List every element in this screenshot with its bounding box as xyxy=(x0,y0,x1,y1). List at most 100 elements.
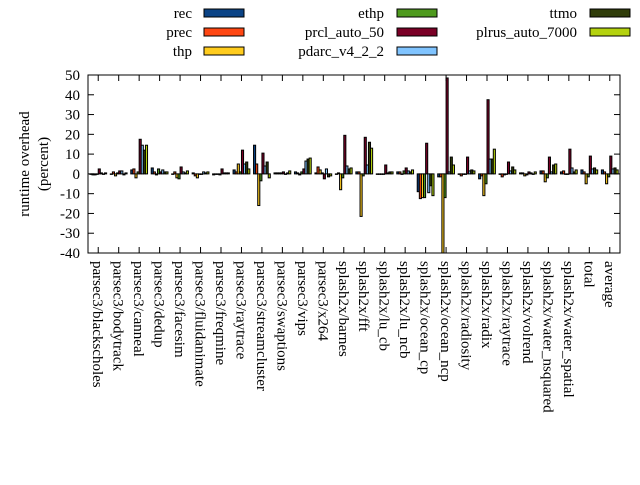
bar-prcl_auto_50 xyxy=(322,173,326,180)
bar-prcl_auto_50 xyxy=(588,155,592,175)
bar-prec xyxy=(173,171,177,175)
x-tick-label: splash2x/lu_cb xyxy=(376,261,392,351)
x-tick-label: parsec3/facesim xyxy=(171,261,187,358)
bar-thp xyxy=(195,173,199,179)
bar-prcl_auto_50 xyxy=(179,166,183,175)
x-tick-label: splash2x/water_nsquared xyxy=(539,261,555,413)
bar-pdarc_v4_2_2 xyxy=(324,168,329,175)
bar-pdarc_v4_2_2 xyxy=(120,170,124,175)
y-tick-label: -20 xyxy=(60,206,80,222)
bar-plrus_auto_7000 xyxy=(513,169,517,175)
legend-swatch xyxy=(203,8,245,18)
bar-ethp xyxy=(341,173,345,179)
bar-ethp xyxy=(607,173,611,178)
bar-prcl_auto_50 xyxy=(486,99,490,175)
bar-thp xyxy=(113,173,118,177)
bar-plrus_auto_7000 xyxy=(206,171,210,175)
bar-ethp xyxy=(586,173,590,178)
bar-plrus_auto_7000 xyxy=(267,173,271,179)
legend-swatch xyxy=(396,27,438,37)
bar-plrus_auto_7000 xyxy=(185,170,189,175)
bar-plrus_auto_7000 xyxy=(410,169,415,175)
bar-ethp xyxy=(484,173,488,185)
bar-plrus_auto_7000 xyxy=(615,169,619,175)
bar-prcl_auto_50 xyxy=(568,148,572,175)
bar-plrus_auto_7000 xyxy=(329,173,333,177)
x-tick-label: parsec3/freqmine xyxy=(212,261,228,365)
bar-prcl_auto_50 xyxy=(97,168,101,175)
x-tick-label: parsec3/dedup xyxy=(151,261,167,348)
bar-plrus_auto_7000 xyxy=(165,171,169,175)
x-tick-label: parsec3/streamcluster xyxy=(253,261,269,391)
x-tick-label: parsec3/swaptions xyxy=(273,261,289,371)
bar-plrus_auto_7000 xyxy=(390,171,394,175)
legend-swatch xyxy=(396,8,438,18)
bar-thp xyxy=(134,173,138,179)
bar-thp xyxy=(584,173,588,185)
y-tick-label: -10 xyxy=(60,187,80,203)
bar-plrus_auto_7000 xyxy=(492,148,496,175)
legend-swatch xyxy=(203,27,245,37)
bar-plrus_auto_7000 xyxy=(349,167,353,175)
x-tick-label: splash2x/radix xyxy=(478,261,494,349)
bar-plrus_auto_7000 xyxy=(472,170,476,175)
bar-plrus_auto_7000 xyxy=(247,168,251,175)
x-tick-label: parsec3/vips xyxy=(294,261,310,336)
x-tick-label: splash2x/volrend xyxy=(519,261,535,364)
bar-prcl_auto_50 xyxy=(240,149,245,175)
bar-prcl_auto_50 xyxy=(384,164,388,175)
bar-ethp xyxy=(545,173,549,179)
legend-label: plrus_auto_7000 xyxy=(476,25,577,41)
x-tick-label: average xyxy=(601,261,617,308)
legend-label: ttmo xyxy=(549,6,577,22)
bar-thp xyxy=(359,173,363,217)
x-tick-label: splash2x/radiosity xyxy=(458,261,474,371)
y-axis-label-line2: (percent) xyxy=(36,137,52,191)
bar-thp xyxy=(257,173,261,207)
legend-label: thp xyxy=(173,44,192,60)
bar-ethp xyxy=(423,173,427,199)
bar-rec xyxy=(253,144,257,175)
bar-plrus_auto_7000 xyxy=(144,144,149,175)
bar-plrus_auto_7000 xyxy=(308,157,312,175)
bar-prec xyxy=(398,171,402,175)
x-tick-label: parsec3/canneal xyxy=(130,261,146,357)
bar-ttmo xyxy=(265,161,269,175)
bar-thp xyxy=(339,173,343,191)
bar-prec xyxy=(602,171,607,175)
bar-plrus_auto_7000 xyxy=(370,147,374,175)
bar-prec xyxy=(111,171,115,175)
y-tick-label: 30 xyxy=(65,108,80,124)
bar-ethp xyxy=(443,173,447,199)
bar-thp xyxy=(482,173,486,197)
bar-prcl_auto_50 xyxy=(220,168,224,175)
bar-prec xyxy=(132,168,136,175)
x-tick-label: parsec3/bodytrack xyxy=(110,261,126,371)
y-tick-label: -30 xyxy=(60,226,80,242)
bar-prcl_auto_50 xyxy=(363,136,367,175)
bar-prcl_auto_50 xyxy=(506,161,511,175)
y-tick-label: 40 xyxy=(65,88,80,104)
bar-prcl_auto_50 xyxy=(343,134,347,175)
plot-frame xyxy=(87,74,621,254)
bar-plrus_auto_7000 xyxy=(554,163,558,175)
bar-thp xyxy=(318,169,322,175)
x-tick-label: parsec3/x264 xyxy=(314,261,330,341)
bar-prcl_auto_50 xyxy=(609,155,613,175)
y-tick-label: 10 xyxy=(65,147,80,163)
bar-ethp xyxy=(177,173,181,180)
x-tick-label: splash2x/raytrace xyxy=(498,261,514,366)
bar-prec xyxy=(562,170,566,175)
y-tick-label: 20 xyxy=(65,127,80,143)
bar-prec xyxy=(582,171,586,175)
bar-ethp xyxy=(361,173,365,177)
bar-pdarc_v4_2_2 xyxy=(570,167,574,175)
legend-swatch xyxy=(203,46,245,56)
legend-swatch xyxy=(589,8,631,18)
bar-ethp xyxy=(259,173,263,182)
x-tick-label: splash2x/ocean_cp xyxy=(417,261,433,374)
bar-plrus_auto_7000 xyxy=(533,171,537,175)
x-tick-label: splash2x/lu_ncb xyxy=(396,261,412,359)
x-tick-label: splash2x/ocean_ncp xyxy=(437,261,453,382)
